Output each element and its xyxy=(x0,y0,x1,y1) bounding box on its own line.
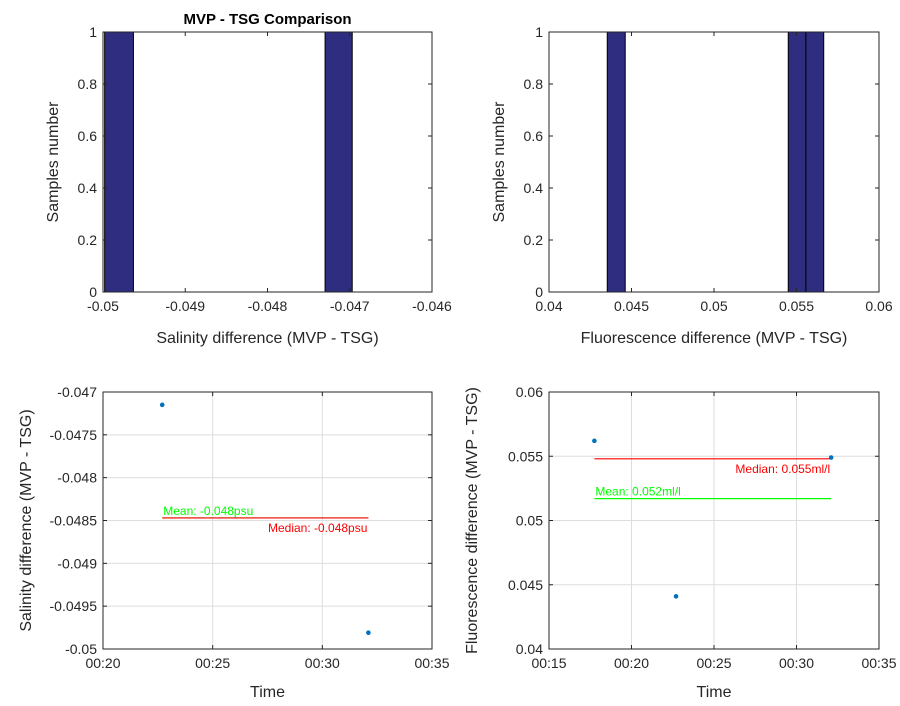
reference-line-label: Mean: -0.048psu xyxy=(163,504,253,518)
y-axis-label: Samples number xyxy=(45,101,62,223)
y-tick-label: 0.8 xyxy=(78,76,98,92)
x-tick-label: 0.04 xyxy=(535,298,562,314)
x-tick-label: -0.047 xyxy=(330,298,370,314)
x-tick-label: 00:20 xyxy=(85,655,120,671)
y-tick-label: 0.4 xyxy=(78,180,98,196)
y-tick-label: -0.05 xyxy=(65,641,97,657)
plot-area xyxy=(103,32,432,292)
x-tick-label: -0.048 xyxy=(248,298,288,314)
histogram-bar xyxy=(805,31,825,293)
chart-4: Median: 0.055ml/l Mean: 0.052ml/l 00:15 00:… xyxy=(464,384,897,701)
reference-line-label: Mean: 0.052ml/l xyxy=(595,485,680,499)
x-tick-label: 0.055 xyxy=(779,298,814,314)
x-axis-label: Salinity difference (MVP - TSG) xyxy=(156,330,378,347)
chart-title: MVP - TSG Comparison xyxy=(183,11,351,28)
histogram-bar xyxy=(104,31,134,293)
y-tick-label: -0.0475 xyxy=(50,427,98,443)
x-tick-label: 0.045 xyxy=(614,298,649,314)
y-tick-label: 0 xyxy=(89,284,97,300)
y-tick-label: -0.049 xyxy=(57,555,97,571)
y-tick-label: -0.048 xyxy=(57,470,97,486)
x-tick-label: 00:35 xyxy=(414,655,449,671)
histogram-bar xyxy=(606,31,626,293)
data-point xyxy=(592,438,597,444)
y-tick-label: 0.04 xyxy=(516,641,543,657)
x-tick-label: 0.05 xyxy=(700,298,727,314)
x-tick-label: 00:30 xyxy=(779,655,814,671)
y-tick-label: 1 xyxy=(535,24,543,40)
x-tick-label: 0.06 xyxy=(865,298,892,314)
histogram-bar xyxy=(787,31,807,293)
x-axis-label: Time xyxy=(697,684,732,701)
chart-3: Mean: -0.048psu Median: -0.048psu 00:20 00:… xyxy=(18,384,450,701)
y-tick-label: 0.8 xyxy=(524,76,544,92)
x-tick-label: 00:25 xyxy=(696,655,731,671)
y-tick-label: -0.0495 xyxy=(50,598,98,614)
plot-area xyxy=(549,32,879,292)
data-point xyxy=(159,402,165,408)
y-tick-label: -0.047 xyxy=(57,384,97,400)
y-tick-label: 0.06 xyxy=(516,384,543,400)
y-tick-label: 0.055 xyxy=(508,448,543,464)
y-tick-label: 0.05 xyxy=(516,513,543,529)
y-tick-label: 0.6 xyxy=(524,128,544,144)
y-axis-label: Salinity difference (MVP - TSG) xyxy=(18,409,35,631)
reference-line-label: Median: 0.055ml/l xyxy=(735,462,830,476)
x-axis-label: Fluorescence difference (MVP - TSG) xyxy=(581,330,848,347)
data-point xyxy=(366,630,371,636)
y-tick-label: -0.0485 xyxy=(50,513,98,529)
x-axis-label: Time xyxy=(250,684,285,701)
y-tick-label: 0.045 xyxy=(508,577,543,593)
x-tick-label: -0.049 xyxy=(165,298,205,314)
y-axis-label: Samples number xyxy=(491,101,508,223)
x-tick-label: 00:35 xyxy=(861,655,896,671)
y-tick-label: 0 xyxy=(535,284,543,300)
histogram-bar xyxy=(324,31,353,293)
x-tick-label: 00:15 xyxy=(531,655,566,671)
y-tick-label: 0.4 xyxy=(524,180,544,196)
y-tick-label: 1 xyxy=(89,24,97,40)
y-tick-label: 0.6 xyxy=(78,128,98,144)
y-tick-label: 0.2 xyxy=(524,232,544,248)
chart-2: 0.04 0.045 0.05 0.055 0.06 0 0.2 0.4 0.6 0.8 1 Fluo… xyxy=(491,24,893,347)
y-axis-label: Fluorescence difference (MVP - TSG) xyxy=(464,387,481,654)
reference-line-label: Median: -0.048psu xyxy=(268,521,367,535)
data-point xyxy=(828,455,834,460)
x-tick-label: 00:20 xyxy=(614,655,649,671)
x-tick-label: -0.046 xyxy=(412,298,452,314)
x-tick-label: 00:25 xyxy=(195,655,230,671)
chart-1: -0.05 -0.049 -0.048 -0.047 -0.046 0 0.2 0.4 0.6 0… xyxy=(45,11,452,347)
data-point xyxy=(673,594,679,599)
y-tick-label: 0.2 xyxy=(78,232,98,248)
x-tick-label: -0.05 xyxy=(87,298,119,314)
x-tick-label: 00:30 xyxy=(305,655,340,671)
